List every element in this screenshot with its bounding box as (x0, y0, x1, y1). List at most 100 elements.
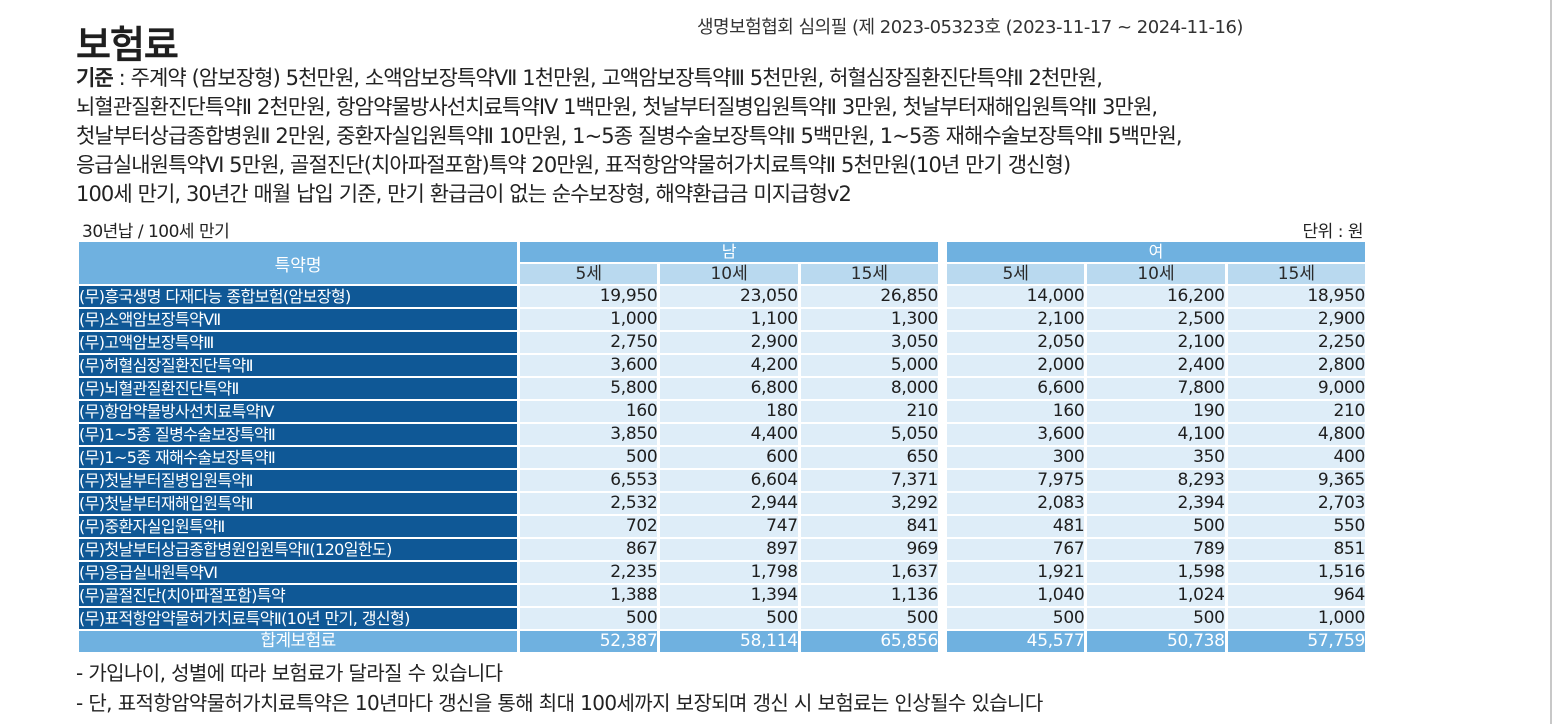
page-title: 보험료 (76, 23, 179, 67)
male-premium-cell: 2,900 (660, 332, 798, 353)
female-premium-cell: 1,516 (1227, 562, 1365, 583)
column-gap (941, 424, 944, 445)
table-row: (무)흥국생명 다재다능 종합보험(암보장형) 19,950 23,050 26,85… (79, 286, 1365, 307)
premium-table: 특약명 남 여 5세 10세 15세 5세 10세 15세 (무)흥국생명 다재… (76, 240, 1368, 654)
table-row: (무)골절진단(치아파절포함)특약 1,388 1,394 1,136 1,040 1,0… (79, 585, 1365, 606)
page-edge-line (1550, 0, 1552, 724)
criteria-line: 100세 만기, 30년간 매월 납입 기준, 만기 환급금이 없는 순수보장형… (76, 182, 852, 206)
review-approval-notice: 생명보험협회 심의필 (제 2023-05323호 (2023-11-17 ~ … (697, 17, 1243, 38)
female-premium-cell: 4,800 (1227, 424, 1365, 445)
rider-name-header: 특약명 (79, 242, 518, 284)
table-row: (무)중환자실입원특약Ⅱ 702 747 841 481 500 550 (79, 516, 1365, 537)
criteria-text: : 주계약 (암보장형) 5천만원, 소액암보장특약Ⅶ 1천만원, 고액암보장특… (112, 66, 1103, 90)
female-premium-cell: 2,250 (1227, 332, 1365, 353)
female-premium-cell: 2,000 (947, 355, 1085, 376)
female-premium-cell: 14,000 (947, 286, 1085, 307)
rider-name-cell: (무)표적항암약물허가치료특약Ⅱ(10년 만기, 갱신형) (79, 608, 518, 629)
female-premium-cell: 160 (947, 401, 1085, 422)
female-premium-cell: 550 (1227, 516, 1365, 537)
table-row: (무)소액암보장특약Ⅶ 1,000 1,100 1,300 2,100 2,500 2,90… (79, 309, 1365, 330)
criteria-line: 뇌혈관질환진단특약Ⅱ 2천만원, 항암약물방사선치료특약Ⅳ 1백만원, 첫날부터… (76, 95, 1158, 119)
male-premium-cell: 2,235 (520, 562, 658, 583)
rider-name-cell: (무)첫날부터상급종합병원입원특약Ⅱ(120일한도) (79, 539, 518, 560)
male-premium-cell: 65,856 (800, 631, 939, 652)
male-age-header: 5세 (520, 264, 658, 284)
column-gap (941, 286, 944, 307)
female-premium-cell: 500 (1087, 516, 1225, 537)
female-premium-cell: 45,577 (947, 631, 1085, 652)
male-premium-cell: 6,604 (660, 470, 798, 491)
male-premium-cell: 2,944 (660, 493, 798, 514)
male-premium-cell: 2,750 (520, 332, 658, 353)
female-premium-cell: 3,600 (947, 424, 1085, 445)
column-gap (941, 470, 944, 491)
column-gap (941, 242, 944, 284)
female-premium-cell: 6,600 (947, 378, 1085, 399)
male-premium-cell: 58,114 (660, 631, 798, 652)
male-premium-cell: 841 (800, 516, 939, 537)
male-premium-cell: 23,050 (660, 286, 798, 307)
male-premium-cell: 1,798 (660, 562, 798, 583)
female-premium-cell: 1,000 (1227, 608, 1365, 629)
rider-name-cell: (무)1~5종 질병수술보장특약Ⅱ (79, 424, 518, 445)
female-premium-cell: 481 (947, 516, 1085, 537)
female-premium-cell: 2,500 (1087, 309, 1225, 330)
male-premium-cell: 897 (660, 539, 798, 560)
column-gap (941, 401, 944, 422)
female-premium-cell: 18,950 (1227, 286, 1365, 307)
male-premium-cell: 210 (800, 401, 939, 422)
column-gap (941, 562, 944, 583)
payment-term-caption: 30년납 / 100세 만기 (82, 222, 230, 242)
female-premium-cell: 190 (1087, 401, 1225, 422)
male-premium-cell: 500 (660, 608, 798, 629)
male-premium-cell: 3,292 (800, 493, 939, 514)
female-premium-cell: 2,083 (947, 493, 1085, 514)
table-row: (무)1~5종 질병수술보장특약Ⅱ 3,850 4,400 5,050 3,600 4,1… (79, 424, 1365, 445)
rider-name-cell: (무)응급실내원특약Ⅵ (79, 562, 518, 583)
table-row: (무)첫날부터질병입원특약Ⅱ 6,553 6,604 7,371 7,975 8,293 9… (79, 470, 1365, 491)
male-premium-cell: 500 (520, 608, 658, 629)
column-gap (941, 493, 944, 514)
male-premium-cell: 1,394 (660, 585, 798, 606)
rider-name-cell: (무)중환자실입원특약Ⅱ (79, 516, 518, 537)
female-premium-cell: 789 (1087, 539, 1225, 560)
table-row: (무)1~5종 재해수술보장특약Ⅱ 500 600 650 300 350 400 (79, 447, 1365, 468)
rider-name-cell: (무)1~5종 재해수술보장특약Ⅱ (79, 447, 518, 468)
male-group-header: 남 (520, 242, 939, 262)
female-premium-cell: 9,365 (1227, 470, 1365, 491)
male-premium-cell: 26,850 (800, 286, 939, 307)
male-age-header: 15세 (800, 264, 939, 284)
female-premium-cell: 400 (1227, 447, 1365, 468)
rider-name-cell: (무)첫날부터재해입원특약Ⅱ (79, 493, 518, 514)
female-premium-cell: 350 (1087, 447, 1225, 468)
rider-name-cell: 합계보험료 (79, 631, 518, 652)
male-premium-cell: 650 (800, 447, 939, 468)
male-premium-cell: 747 (660, 516, 798, 537)
male-premium-cell: 2,532 (520, 493, 658, 514)
male-age-header: 10세 (660, 264, 798, 284)
male-premium-cell: 1,637 (800, 562, 939, 583)
female-premium-cell: 16,200 (1087, 286, 1225, 307)
male-premium-cell: 702 (520, 516, 658, 537)
female-premium-cell: 2,050 (947, 332, 1085, 353)
table-row: (무)첫날부터재해입원특약Ⅱ 2,532 2,944 3,292 2,083 2,394 2… (79, 493, 1365, 514)
rider-name-cell: (무)항암약물방사선치료특약Ⅳ (79, 401, 518, 422)
table-row: (무)뇌혈관질환진단특약Ⅱ 5,800 6,800 8,000 6,600 7,800 9,… (79, 378, 1365, 399)
female-premium-cell: 300 (947, 447, 1085, 468)
table-row: (무)항암약물방사선치료특약Ⅳ 160 180 210 160 190 210 (79, 401, 1365, 422)
rider-name-cell: (무)허혈심장질환진단특약Ⅱ (79, 355, 518, 376)
female-premium-cell: 210 (1227, 401, 1365, 422)
female-premium-cell: 8,293 (1087, 470, 1225, 491)
column-gap (941, 631, 944, 652)
male-premium-cell: 19,950 (520, 286, 658, 307)
male-premium-cell: 969 (800, 539, 939, 560)
male-premium-cell: 1,000 (520, 309, 658, 330)
rider-name-cell: (무)뇌혈관질환진단특약Ⅱ (79, 378, 518, 399)
column-gap (941, 332, 944, 353)
male-premium-cell: 6,800 (660, 378, 798, 399)
female-premium-cell: 2,703 (1227, 493, 1365, 514)
female-premium-cell: 2,900 (1227, 309, 1365, 330)
male-premium-cell: 180 (660, 401, 798, 422)
female-premium-cell: 1,040 (947, 585, 1085, 606)
male-premium-cell: 867 (520, 539, 658, 560)
